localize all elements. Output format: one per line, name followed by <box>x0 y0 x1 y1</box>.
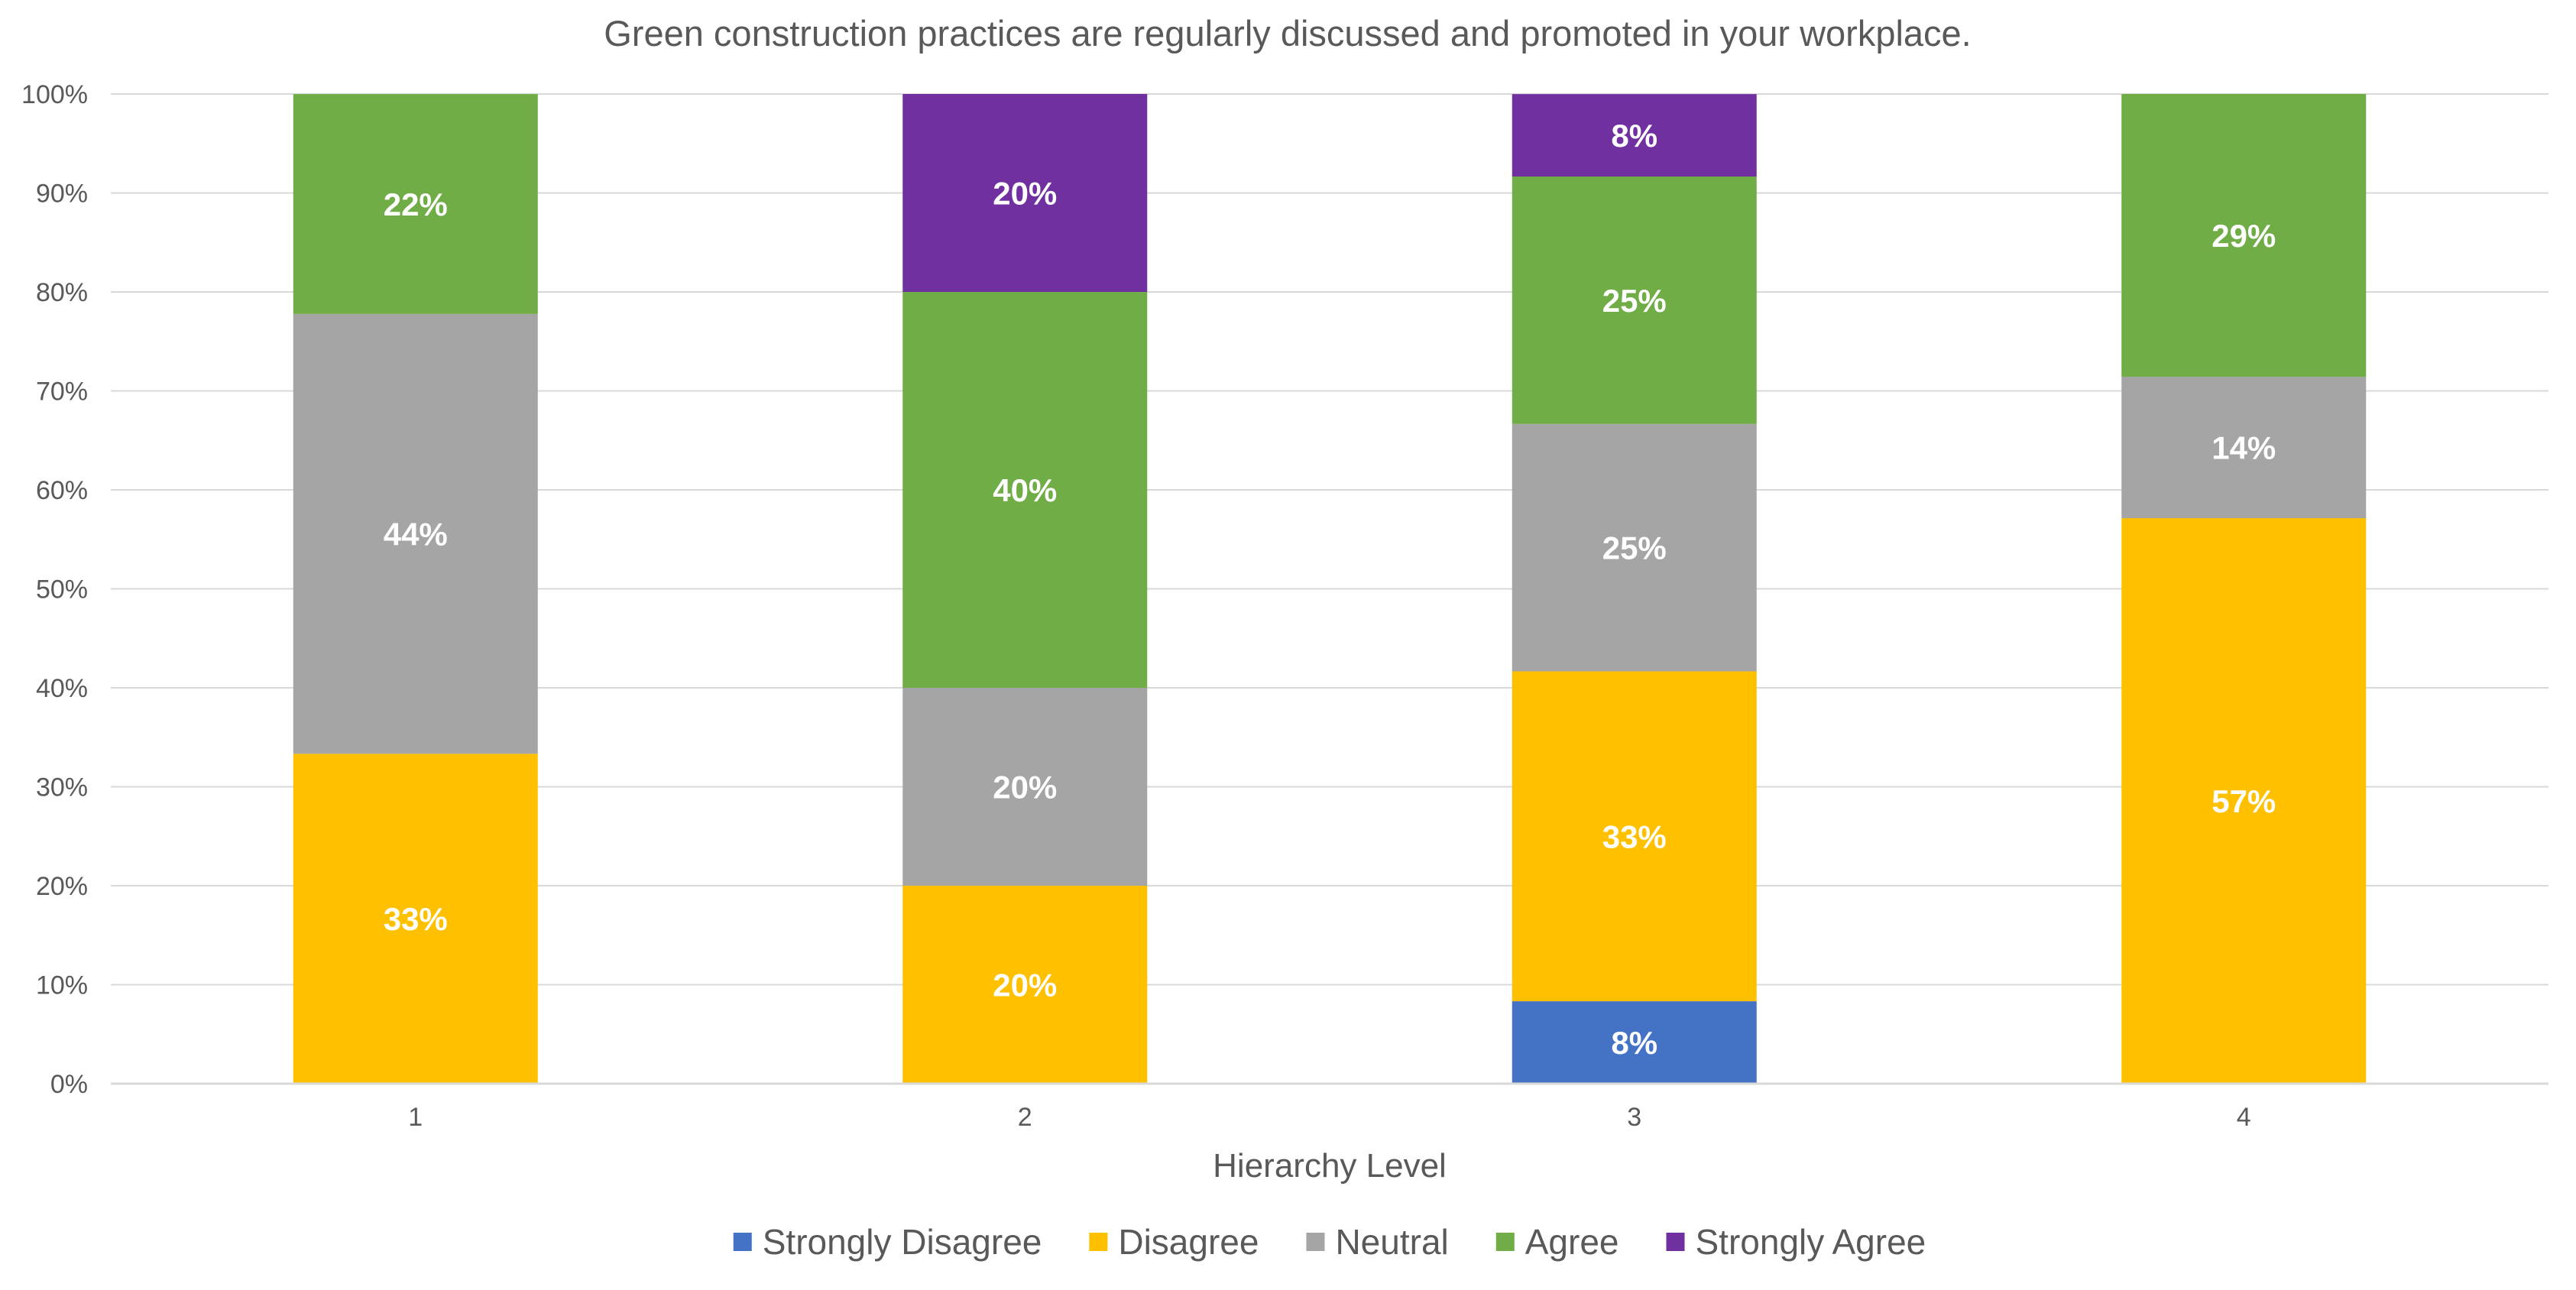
bar-segment <box>1512 94 1757 177</box>
legend-label: Strongly Agree <box>1696 1222 1926 1262</box>
data-label: 33% <box>1602 818 1667 854</box>
y-tick-label: 0% <box>50 1070 88 1099</box>
bar-segment <box>1512 1001 1757 1084</box>
data-label: 20% <box>993 176 1057 212</box>
x-tick-label: 1 <box>408 1103 423 1132</box>
legend-swatch <box>1495 1233 1515 1251</box>
bar-segment <box>293 313 538 754</box>
x-tick-label: 2 <box>1018 1103 1032 1132</box>
y-tick-label: 20% <box>36 872 88 901</box>
data-label: 8% <box>1611 118 1657 154</box>
bar-segment <box>1512 671 1757 1002</box>
legend-swatch <box>1666 1233 1685 1251</box>
y-tick-label: 30% <box>36 773 88 802</box>
data-label: 25% <box>1602 530 1667 566</box>
legend-swatch <box>1306 1233 1325 1251</box>
bar-segment <box>1512 423 1757 672</box>
legend-item: Agree <box>1495 1222 1619 1262</box>
legend-swatch <box>1089 1233 1108 1251</box>
legend-item: Strongly Disagree <box>733 1222 1042 1262</box>
bars <box>293 94 2367 1084</box>
data-label: 20% <box>993 770 1057 805</box>
x-axis-title: Hierarchy Level <box>1213 1147 1447 1185</box>
legend-label: Strongly Disagree <box>763 1222 1042 1262</box>
legend-item: Disagree <box>1089 1222 1259 1262</box>
data-label: 14% <box>2211 430 2276 466</box>
y-tick-label: 40% <box>36 674 88 703</box>
data-label: 44% <box>384 517 448 553</box>
data-label: 25% <box>1602 283 1667 319</box>
y-tick-label: 10% <box>36 971 88 1000</box>
legend-item: Strongly Agree <box>1666 1222 1926 1262</box>
y-tick-label: 50% <box>36 575 88 604</box>
bar-segment <box>1512 177 1757 424</box>
data-label: 29% <box>2211 218 2276 254</box>
y-tick-label: 100% <box>21 80 88 109</box>
legend: Strongly Disagree Disagree Neutral Agree Str… <box>733 1222 1926 1262</box>
legend-swatch <box>733 1233 752 1251</box>
legend-label: Neutral <box>1335 1222 1448 1262</box>
data-label: 57% <box>2211 783 2276 819</box>
data-label: 33% <box>384 901 448 937</box>
data-label: 22% <box>384 186 448 222</box>
bar-segment <box>902 94 1148 292</box>
bar-segment <box>2121 518 2367 1084</box>
legend-label: Disagree <box>1118 1222 1259 1262</box>
bar-segment <box>2121 94 2367 377</box>
data-label: 20% <box>993 968 1057 1003</box>
bar-segment <box>2121 376 2367 519</box>
y-tick-label: 70% <box>36 378 88 407</box>
y-tick-label: 60% <box>36 476 88 505</box>
legend-label: Agree <box>1525 1222 1619 1262</box>
bar-segment <box>293 94 538 314</box>
bar-segment <box>902 292 1148 688</box>
data-label: 8% <box>1611 1025 1657 1061</box>
legend-item: Neutral <box>1306 1222 1449 1262</box>
x-tick-label: 4 <box>2237 1103 2251 1132</box>
x-tick-label: 3 <box>1627 1103 1641 1132</box>
bar-segment <box>293 754 538 1084</box>
bar-segment <box>902 886 1148 1084</box>
y-tick-label: 90% <box>36 180 88 209</box>
chart-title: Green construction practices are regular… <box>604 13 1972 53</box>
data-label: 40% <box>993 472 1057 508</box>
data-labels: 33% 44% 22% 20% 20% 40% 20% 8% 33% 25% 25% 8% 57% 14%… <box>384 118 2276 1061</box>
bar-segment <box>902 688 1148 886</box>
axes: 0% 10% 20% 30% 40% 50% 60% 70% 80% 90% 100% 1 2 3 4 <box>21 80 2548 1132</box>
y-tick-label: 80% <box>36 278 88 307</box>
